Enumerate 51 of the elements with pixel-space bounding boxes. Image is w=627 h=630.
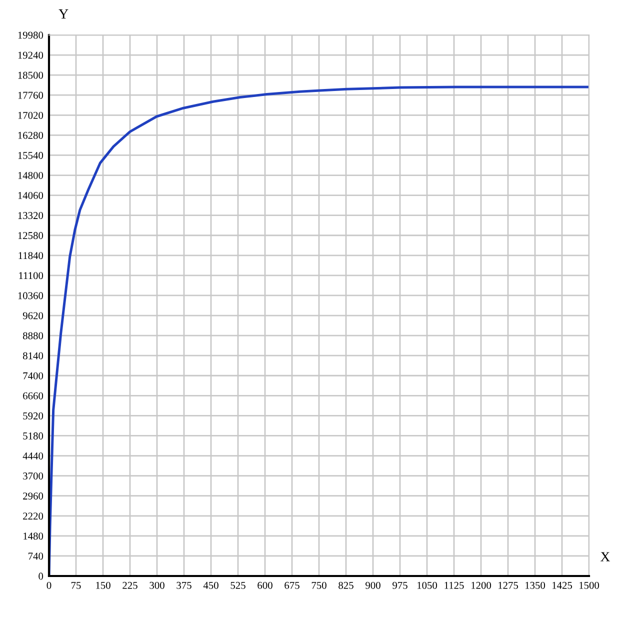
y-tick-label: 3700 (23, 472, 44, 480)
y-tick-label: 8880 (23, 332, 44, 340)
y-tick-label: 17760 (18, 92, 44, 99)
x-tick-label: 375 (176, 582, 192, 589)
x-tick-label: 1500 (580, 582, 600, 589)
x-tick-label: 1050 (418, 582, 438, 589)
y-tick-label: 19240 (18, 52, 44, 59)
x-tick-label: 525 (230, 582, 246, 589)
x-tick-label: 0 (46, 582, 52, 589)
x-tick-label: 825 (338, 582, 354, 589)
y-axis-title: Y (58, 9, 68, 19)
y-tick-label: 740 (28, 552, 44, 560)
y-tick-label: 17020 (18, 112, 44, 119)
y-tick-label: 19980 (18, 32, 44, 39)
y-tick-label: 16280 (18, 132, 44, 139)
x-tick-label: 1125 (444, 582, 464, 589)
y-tick-label: 11100 (19, 272, 44, 280)
x-tick-label: 1275 (498, 582, 518, 589)
y-tick-label: 5920 (23, 412, 44, 420)
y-tick-label: 11840 (18, 252, 44, 260)
x-tick-label: 975 (392, 582, 408, 589)
y-tick-label: 10360 (18, 292, 44, 300)
y-tick-label: 6660 (23, 392, 44, 400)
x-tick-label: 900 (366, 582, 380, 589)
y-tick-label: 0 (38, 572, 44, 580)
x-tick-label: 1425 (552, 582, 572, 589)
x-tick-label: 75 (71, 582, 81, 589)
y-tick-label: 18500 (18, 72, 44, 79)
x-tick-label: 1200 (472, 582, 492, 589)
y-tick-label: 12580 (18, 232, 44, 240)
y-tick-label: 2960 (23, 492, 44, 500)
y-tick-label: 2220 (23, 512, 44, 520)
y-tick-label: 8140 (23, 352, 44, 360)
y-tick-label: 7400 (23, 372, 44, 380)
y-tick-label: 4440 (22, 452, 44, 460)
x-tick-label: 750 (312, 582, 326, 589)
y-tick-label: 13320 (18, 212, 44, 220)
y-tick-label: 5180 (23, 432, 44, 440)
x-axis-title: X (600, 552, 610, 562)
x-tick-label: 225 (122, 582, 138, 589)
x-tick-label: 675 (284, 582, 300, 589)
x-tick-label: 450 (203, 582, 218, 589)
y-tick-label: 9620 (22, 312, 44, 320)
y-tick-label: 1480 (24, 532, 44, 540)
x-tick-label: 600 (258, 582, 272, 589)
y-tick-label: 14060 (18, 192, 44, 200)
x-tick-label: 300 (150, 582, 164, 589)
y-tick-label: 14800 (18, 172, 44, 179)
x-tick-label: 1350 (526, 582, 546, 589)
x-tick-label: 150 (96, 582, 110, 589)
y-tick-label: 15540 (18, 152, 44, 159)
